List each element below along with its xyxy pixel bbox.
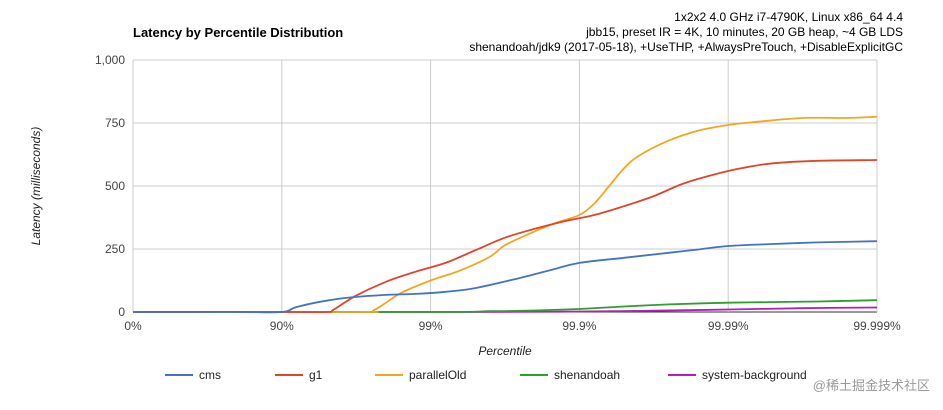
series-line-g1	[133, 160, 877, 312]
legend-item-shenandoah[interactable]: shenandoah	[520, 368, 620, 382]
legend-item-cms[interactable]: cms	[165, 368, 221, 382]
y-tick-label: 0	[118, 305, 125, 319]
y-axis-label: Latency (milliseconds)	[29, 127, 43, 246]
legend-label: cms	[199, 368, 221, 382]
x-axis-label: Percentile	[478, 344, 532, 358]
legend-label: system-background	[702, 368, 807, 382]
y-tick-label: 250	[105, 242, 125, 256]
legend-label: shenandoah	[554, 368, 620, 382]
x-tick-label: 90%	[270, 319, 294, 333]
y-tick-label: 1,000	[95, 53, 125, 67]
subtitle-line-1: 1x2x2 4.0 GHz i7-4790K, Linux x86_64 4.4	[674, 10, 903, 24]
x-tick-label: 0%	[124, 319, 142, 333]
legend-label: g1	[309, 368, 323, 382]
series-line-shenandoah	[133, 300, 877, 312]
x-tick-label: 99.9%	[562, 319, 596, 333]
series-lines	[133, 117, 877, 313]
series-line-parallelOld	[133, 117, 877, 312]
legend-item-system-background[interactable]: system-background	[668, 368, 807, 382]
legend[interactable]: cms g1 parallelOld shenandoah system-backgro…	[165, 368, 807, 382]
y-tick-label: 500	[105, 179, 125, 193]
watermark-text: @稀土掘金技术社区	[813, 378, 930, 393]
subtitle-line-2: jbb15, preset IR = 4K, 10 minutes, 20 GB…	[585, 25, 903, 39]
x-tick-label: 99%	[419, 319, 443, 333]
subtitle-line-3: shenandoah/jdk9 (2017-05-18), +UseTHP, +…	[469, 40, 903, 54]
legend-item-parallelOld[interactable]: parallelOld	[375, 368, 466, 382]
gridlines	[133, 60, 877, 312]
legend-item-g1[interactable]: g1	[275, 368, 323, 382]
legend-label: parallelOld	[409, 368, 466, 382]
axis-ticks: 0 250 500 750 1,000 0% 90% 99% 99.9% 99.99% 99.999…	[95, 53, 901, 333]
y-tick-label: 750	[105, 116, 125, 130]
x-tick-label: 99.999%	[853, 319, 901, 333]
chart-title: Latency by Percentile Distribution	[133, 25, 343, 40]
x-tick-label: 99.99%	[708, 319, 749, 333]
latency-chart: Latency by Percentile Distribution 1x2x2…	[0, 0, 943, 410]
